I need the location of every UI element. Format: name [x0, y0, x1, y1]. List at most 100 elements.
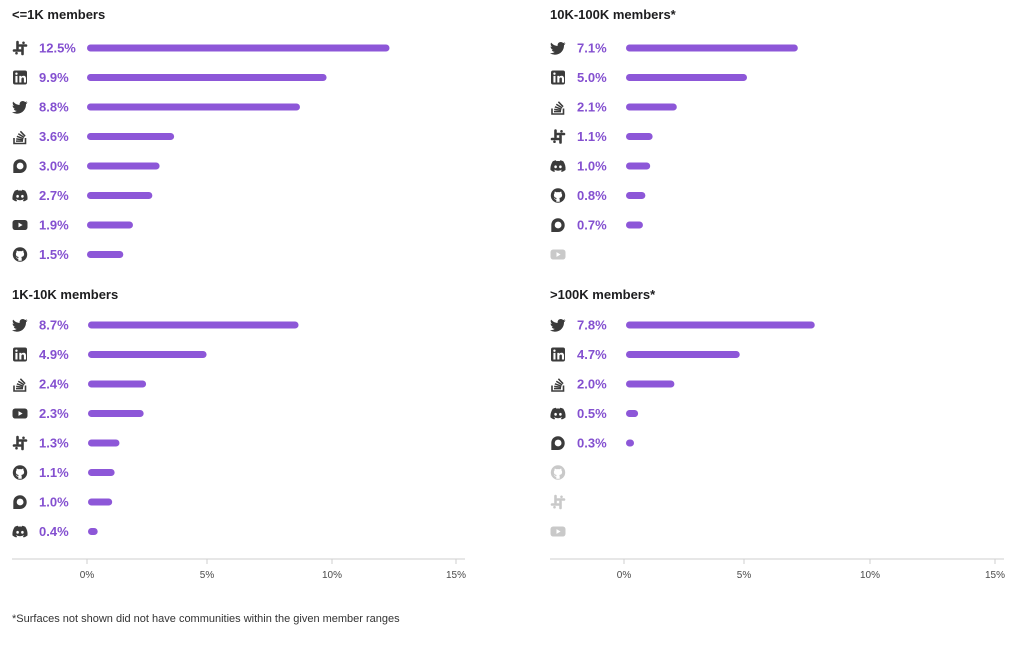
bar: [88, 321, 299, 329]
twitter-icon: [12, 101, 28, 114]
bar-row: [550, 465, 566, 480]
slack-icon: [12, 40, 28, 56]
bar-row: 2.7%: [12, 188, 153, 203]
bar-row: 3.0%: [13, 159, 160, 174]
bar-row: 4.9%: [13, 347, 207, 362]
chart-panel-2: 10K-100K members* 7.1% 5.0% 2.1% 1.1% 1.0% 0.8…: [550, 7, 798, 260]
panel-title: >100K members*: [550, 287, 656, 302]
youtube-icon: [550, 249, 566, 260]
data-label: 1.0%: [577, 159, 607, 174]
bar: [88, 351, 207, 358]
bar: [626, 44, 798, 52]
github-icon: [550, 188, 566, 203]
slack-icon: [12, 435, 28, 451]
bar-row: 0.3%: [551, 436, 634, 451]
bar: [626, 380, 675, 388]
stackoverflow-icon: [551, 378, 565, 392]
data-label: 0.3%: [577, 436, 607, 451]
data-label: 4.9%: [39, 347, 69, 362]
bar-row: 12.5%: [12, 40, 390, 56]
bar-row: 2.3%: [12, 406, 144, 421]
github-icon: [12, 247, 28, 262]
bar: [626, 351, 740, 358]
slack-icon: [550, 494, 566, 510]
data-label: 0.5%: [577, 406, 607, 421]
panel-title: <=1K members: [12, 7, 105, 22]
bar-row: 4.7%: [551, 347, 740, 362]
discourse-icon: [551, 436, 565, 450]
bar-row: 1.0%: [13, 495, 113, 510]
tick-label: 10%: [322, 570, 342, 581]
twitter-icon: [550, 42, 566, 55]
bar: [626, 192, 646, 199]
bar: [87, 133, 175, 140]
data-label: 0.8%: [577, 188, 607, 203]
data-label: 1.5%: [39, 247, 69, 262]
data-label: 7.1%: [577, 41, 607, 56]
bar-row: 2.1%: [551, 100, 677, 115]
twitter-icon: [12, 319, 28, 332]
bar: [88, 528, 98, 535]
bar: [626, 221, 643, 229]
data-label: 4.7%: [577, 347, 607, 362]
bar-row: 1.3%: [12, 435, 120, 451]
bar-row: 2.4%: [13, 377, 147, 392]
data-label: 1.9%: [39, 218, 69, 233]
bar: [626, 162, 651, 170]
linkedin-icon: [551, 70, 565, 85]
bar: [626, 103, 677, 111]
tick-label: 5%: [200, 570, 215, 581]
bar-row: 1.5%: [12, 247, 124, 262]
chart-panel-4: >100K members* 7.8% 4.7% 2.0% 0.5% 0.3% 0% 5% 10…: [550, 287, 1005, 581]
linkedin-icon: [551, 347, 565, 362]
chart-panel-1: <=1K members 12.5% 9.9% 8.8% 3.6% 3.0% 2.7% 1.9…: [12, 7, 390, 262]
tick-label: 15%: [446, 570, 466, 581]
linkedin-icon: [13, 70, 27, 85]
bar: [626, 74, 747, 81]
youtube-icon: [12, 220, 28, 230]
tick-label: 0%: [80, 570, 95, 581]
data-label: 8.8%: [39, 100, 69, 115]
bar: [87, 221, 133, 229]
x-axis: 0% 5% 10% 15%: [550, 558, 1005, 581]
discord-icon: [12, 525, 28, 538]
bar: [87, 251, 124, 258]
bar: [626, 133, 653, 140]
data-label: 9.9%: [39, 70, 69, 85]
data-label: 5.0%: [577, 70, 607, 85]
data-label: 1.0%: [39, 495, 69, 510]
data-label: 0.7%: [577, 218, 607, 233]
data-label: 2.7%: [39, 188, 69, 203]
bar-row: 8.7%: [12, 318, 299, 333]
github-icon: [550, 465, 566, 480]
data-label: 2.4%: [39, 377, 69, 392]
bar-row: 3.6%: [13, 129, 175, 145]
bar-row: [550, 494, 566, 510]
data-label: 2.1%: [577, 100, 607, 115]
panel-title: 1K-10K members: [12, 287, 118, 302]
stackoverflow-icon: [551, 101, 565, 115]
tick-label: 0%: [617, 570, 632, 581]
bar: [626, 410, 639, 417]
github-icon: [12, 465, 28, 480]
bar: [87, 192, 153, 199]
tick-label: 15%: [985, 570, 1005, 581]
stackoverflow-icon: [13, 378, 27, 392]
bar-row: 1.1%: [550, 129, 653, 144]
bar-row: 0.4%: [12, 524, 98, 539]
slack-icon: [550, 129, 566, 144]
data-label: 3.6%: [39, 129, 69, 144]
tick-label: 10%: [860, 570, 880, 581]
bar: [88, 498, 113, 506]
bar-row: 7.1%: [550, 41, 798, 56]
bar: [626, 439, 634, 447]
bar-row: 1.9%: [12, 218, 133, 233]
chart-panel-3: 1K-10K members 8.7% 4.9% 2.4% 2.3% 1.3% 1.1% 1.…: [12, 287, 466, 581]
bar-row: 8.8%: [12, 100, 300, 115]
discourse-icon: [13, 159, 27, 173]
data-label: 1.3%: [39, 436, 69, 451]
bar-row: 2.0%: [551, 377, 675, 392]
bar-row: 1.1%: [12, 465, 115, 480]
data-label: 12.5%: [39, 41, 76, 56]
